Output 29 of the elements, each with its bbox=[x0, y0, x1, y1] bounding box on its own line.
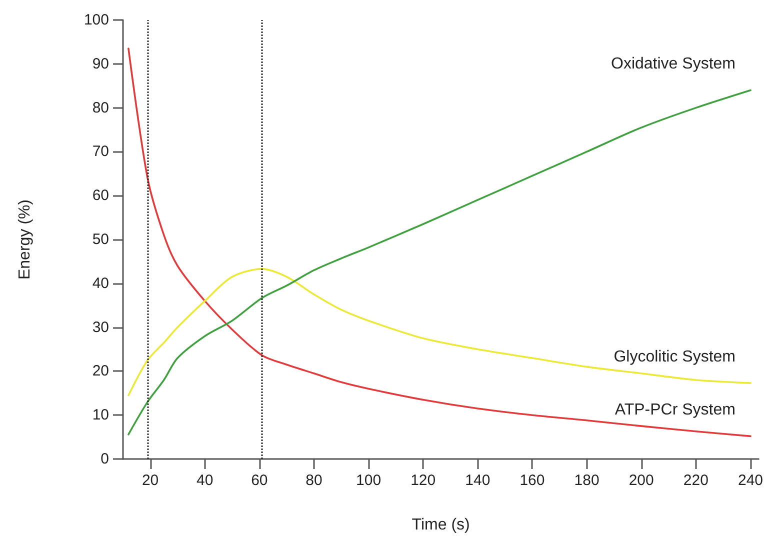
x-tick-label: 140 bbox=[465, 472, 490, 489]
y-tick-label: 20 bbox=[92, 362, 109, 380]
x-axis-title: Time (s) bbox=[412, 516, 470, 534]
x-tick-label: 200 bbox=[628, 472, 654, 489]
x-tick-label: 100 bbox=[356, 472, 382, 489]
y-tick-label: 0 bbox=[100, 450, 109, 468]
y-tick-label: 40 bbox=[92, 274, 109, 292]
y-tick-label: 60 bbox=[92, 187, 109, 204]
x-tick-label: 220 bbox=[683, 472, 708, 489]
y-tick-label: 90 bbox=[92, 55, 109, 72]
x-tick-label: 160 bbox=[520, 472, 545, 489]
x-tick-label: 40 bbox=[196, 472, 214, 489]
x-tick-label: 240 bbox=[738, 472, 763, 489]
series-label: Glycolitic System bbox=[614, 348, 736, 366]
line-series bbox=[128, 268, 752, 396]
x-tick-label: 180 bbox=[574, 472, 600, 489]
y-tick-label: 30 bbox=[92, 318, 109, 336]
series-label: ATP-PCr System bbox=[614, 402, 736, 419]
y-axis-title: Energy (%) bbox=[16, 199, 34, 280]
x-tick-label: 60 bbox=[251, 472, 268, 489]
y-tick-label: 100 bbox=[84, 12, 109, 28]
x-tick-label: 80 bbox=[306, 472, 322, 489]
y-tick-label: 50 bbox=[92, 231, 109, 248]
y-tick-label: 10 bbox=[92, 406, 109, 424]
x-tick-label: 20 bbox=[142, 472, 159, 489]
series-label: Oxidative System bbox=[611, 56, 736, 73]
x-tick-label: 120 bbox=[410, 472, 436, 489]
y-tick-label: 70 bbox=[92, 143, 109, 160]
y-tick-label: 80 bbox=[92, 99, 109, 116]
